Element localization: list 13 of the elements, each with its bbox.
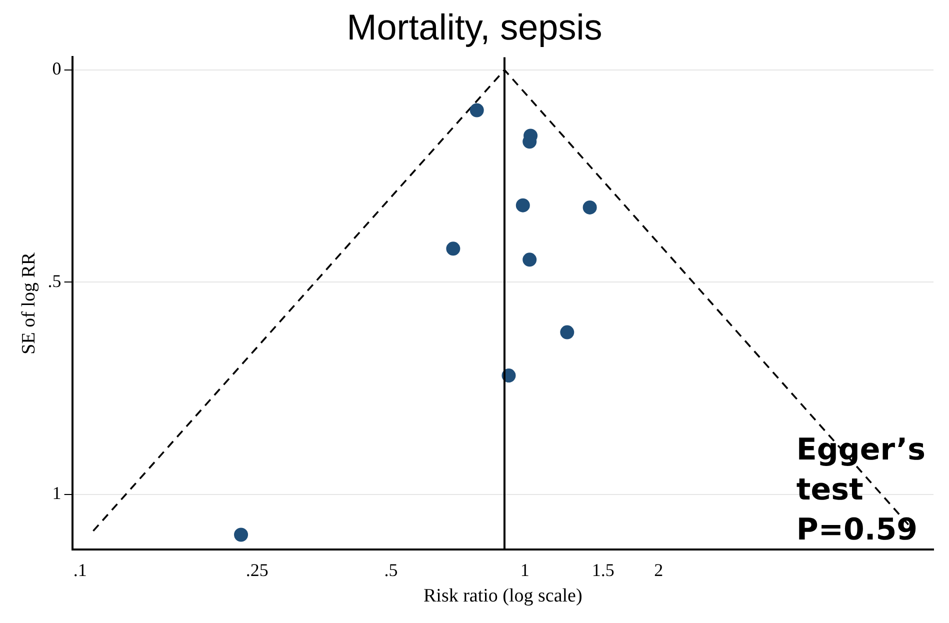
y-axis-title: SE of log RR: [18, 252, 40, 354]
annotation: Egger’s test P=0.59: [796, 432, 926, 548]
x-tick-label: .5: [384, 560, 398, 580]
x-axis-title: Risk ratio (log scale): [423, 586, 582, 607]
y-tick-label: 0: [52, 58, 62, 79]
y-tick-label: .5: [48, 270, 62, 291]
x-tick-label: 2: [654, 560, 664, 580]
x-tick-label: 1.5: [592, 560, 614, 580]
x-tick-label: 1: [520, 560, 530, 580]
x-tick-label: .25: [246, 560, 268, 580]
x-tick-label: .1: [73, 560, 87, 580]
chart-title: Mortality, sepsis: [346, 6, 602, 48]
y-tick-label: 1: [52, 483, 62, 504]
